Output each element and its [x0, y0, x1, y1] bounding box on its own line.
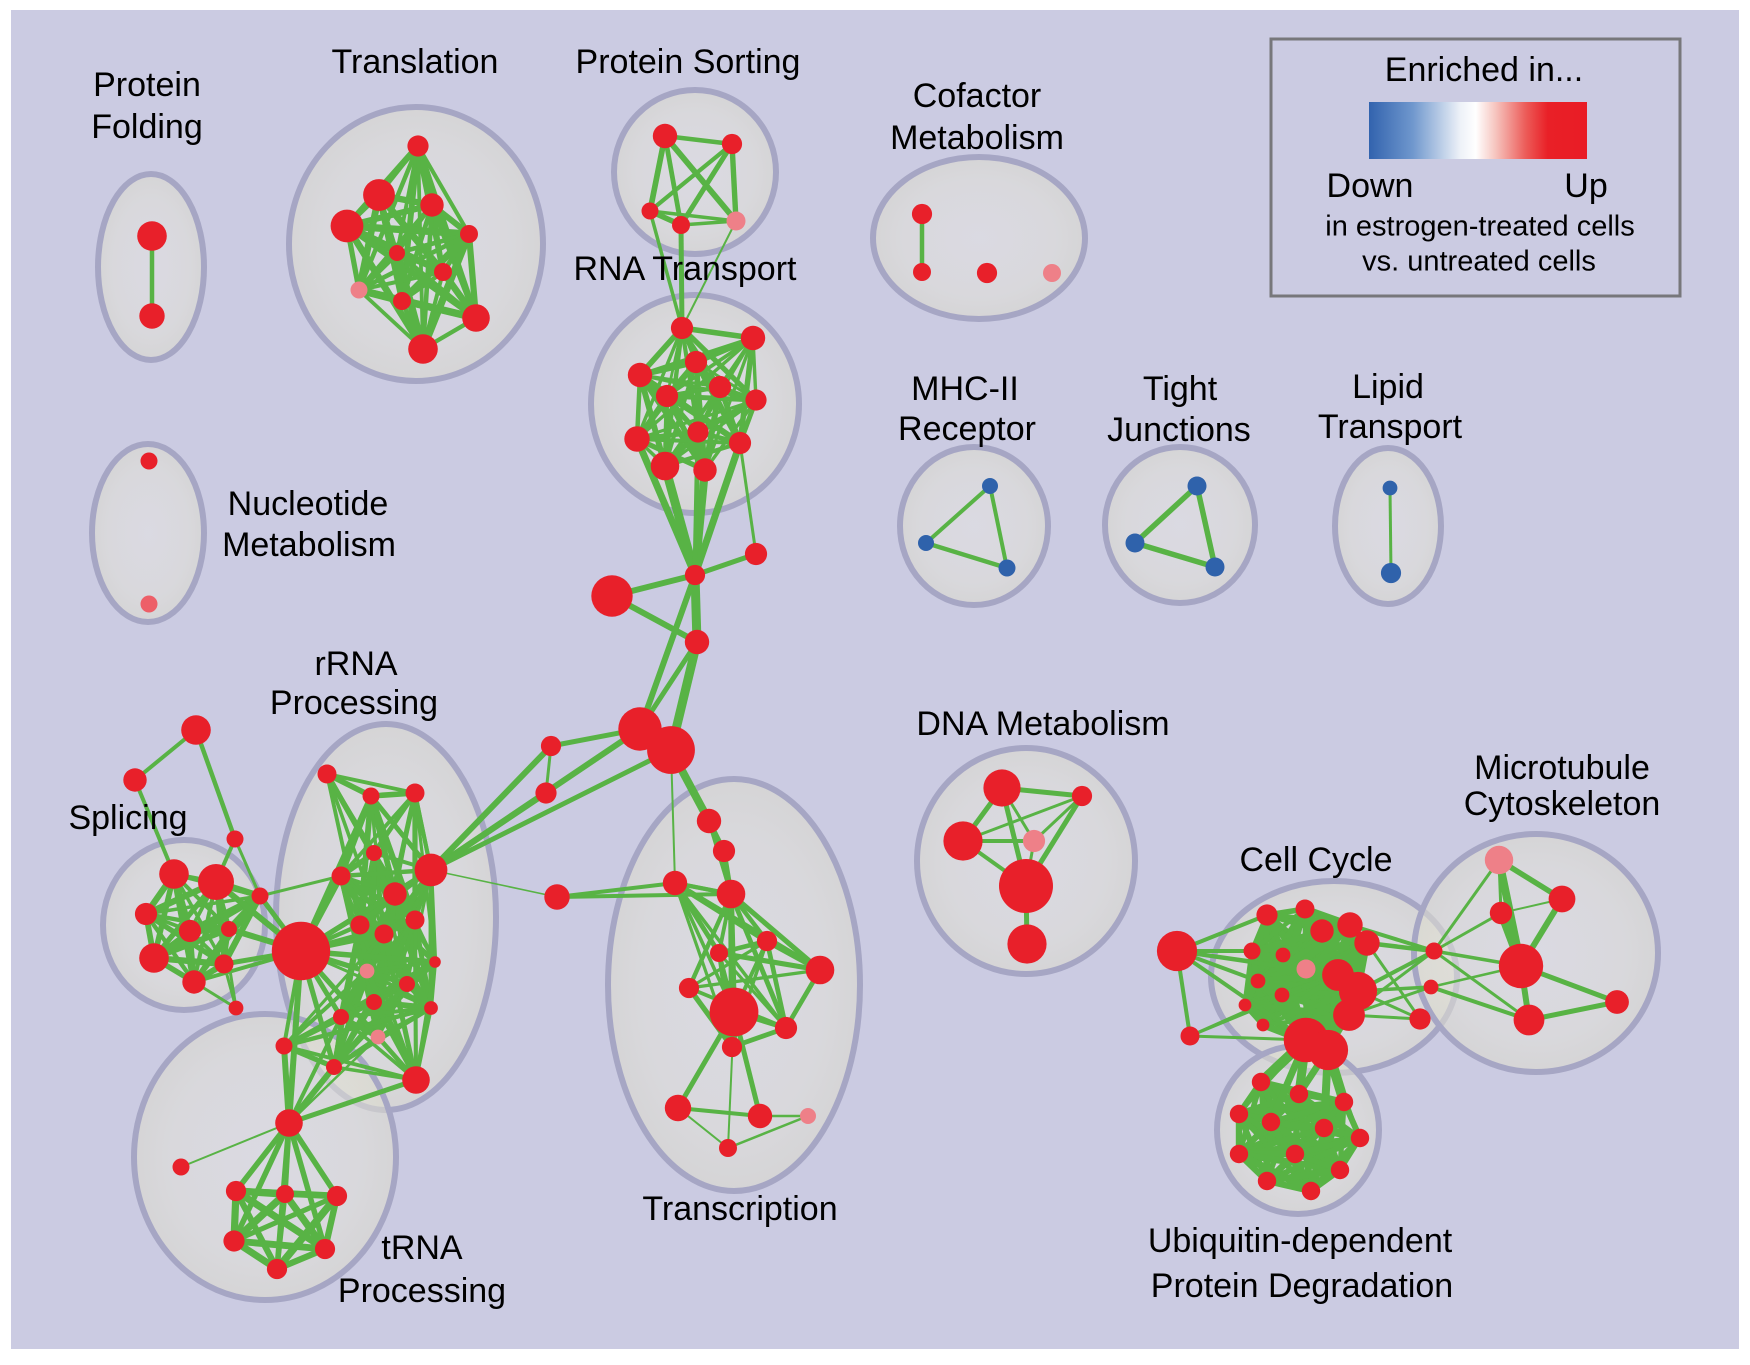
- svg-text:Lipid: Lipid: [1352, 368, 1424, 406]
- svg-text:RNA Transport: RNA Transport: [574, 250, 798, 288]
- svg-text:MHC-II: MHC-II: [911, 370, 1019, 408]
- svg-text:Transport: Transport: [1318, 408, 1463, 446]
- svg-text:Protein Sorting: Protein Sorting: [576, 43, 801, 81]
- svg-text:vs. untreated cells: vs. untreated cells: [1362, 246, 1596, 278]
- svg-text:Junctions: Junctions: [1107, 411, 1251, 449]
- svg-text:Metabolism: Metabolism: [222, 526, 396, 564]
- svg-text:Tight: Tight: [1143, 370, 1218, 408]
- svg-text:in estrogen-treated cells: in estrogen-treated cells: [1325, 211, 1635, 243]
- svg-text:DNA Metabolism: DNA Metabolism: [916, 705, 1169, 743]
- svg-text:rRNA: rRNA: [314, 645, 397, 683]
- svg-text:Enriched in...: Enriched in...: [1385, 51, 1583, 89]
- svg-text:tRNA: tRNA: [381, 1229, 463, 1267]
- svg-text:Metabolism: Metabolism: [890, 119, 1064, 157]
- svg-text:Up: Up: [1564, 167, 1607, 205]
- svg-text:Processing: Processing: [338, 1272, 506, 1310]
- svg-text:Receptor: Receptor: [898, 410, 1036, 448]
- svg-text:Transcription: Transcription: [642, 1190, 837, 1228]
- svg-text:Processing: Processing: [270, 684, 438, 722]
- svg-text:Translation: Translation: [332, 43, 499, 81]
- svg-text:Protein Degradation: Protein Degradation: [1151, 1267, 1453, 1305]
- svg-text:Folding: Folding: [91, 108, 203, 146]
- svg-text:Ubiquitin-dependent: Ubiquitin-dependent: [1148, 1222, 1453, 1260]
- svg-text:Nucleotide: Nucleotide: [228, 485, 389, 523]
- svg-text:Down: Down: [1327, 167, 1414, 205]
- svg-text:Splicing: Splicing: [68, 799, 187, 837]
- svg-text:Protein: Protein: [93, 66, 201, 104]
- svg-text:Cell Cycle: Cell Cycle: [1239, 841, 1392, 879]
- svg-text:Cofactor: Cofactor: [913, 77, 1042, 115]
- svg-text:Cytoskeleton: Cytoskeleton: [1464, 785, 1661, 823]
- svg-text:Microtubule: Microtubule: [1474, 749, 1650, 787]
